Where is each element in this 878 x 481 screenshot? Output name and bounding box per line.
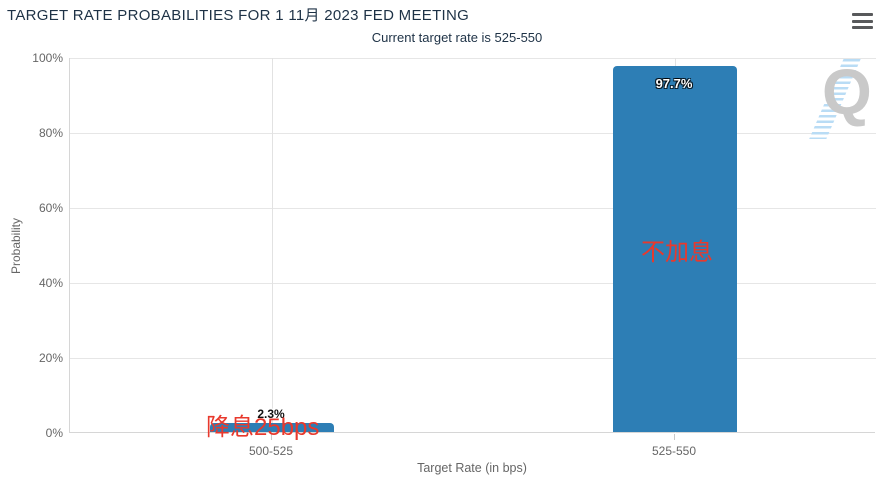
y-axis-tick-label: 0% bbox=[45, 426, 63, 440]
menu-bar bbox=[852, 13, 873, 16]
y-axis-title: Probability bbox=[9, 217, 23, 275]
hamburger-menu-icon[interactable] bbox=[852, 13, 873, 30]
gridline-horizontal bbox=[70, 358, 876, 359]
x-axis-tick bbox=[674, 434, 675, 440]
annotation-text: 降息25bps bbox=[206, 414, 320, 441]
probability-bar[interactable] bbox=[613, 66, 737, 432]
chart-subtitle: Current target rate is 525-550 bbox=[371, 30, 543, 45]
menu-bar bbox=[852, 19, 873, 23]
gridline-horizontal bbox=[70, 283, 876, 284]
bar-value-label: 97.7% bbox=[655, 76, 693, 91]
plot-area bbox=[69, 58, 876, 433]
annotation-text: 不加息 bbox=[641, 239, 713, 266]
x-axis-category-label: 500-525 bbox=[248, 444, 294, 458]
bar-value-label: 2.3% bbox=[257, 407, 285, 421]
y-axis-tick-label: 20% bbox=[38, 351, 63, 365]
y-axis-tick-label: 80% bbox=[38, 126, 63, 140]
gridline-vertical bbox=[272, 58, 273, 433]
probability-bar[interactable] bbox=[210, 423, 334, 432]
x-axis-tick bbox=[271, 434, 272, 440]
y-axis-tick-label: 40% bbox=[38, 276, 63, 290]
chart-title: TARGET RATE PROBABILITIES FOR 1 11月 2023… bbox=[7, 7, 470, 24]
y-axis-tick-label: 100% bbox=[32, 51, 63, 65]
x-axis-title: Target Rate (in bps) bbox=[417, 461, 527, 475]
gridline-horizontal bbox=[70, 133, 876, 134]
x-axis-category-label: 525-550 bbox=[651, 444, 697, 458]
menu-bar bbox=[852, 26, 873, 29]
gridline-horizontal bbox=[70, 58, 876, 59]
gridline-horizontal bbox=[70, 208, 876, 209]
y-axis-tick-label: 60% bbox=[38, 201, 63, 215]
